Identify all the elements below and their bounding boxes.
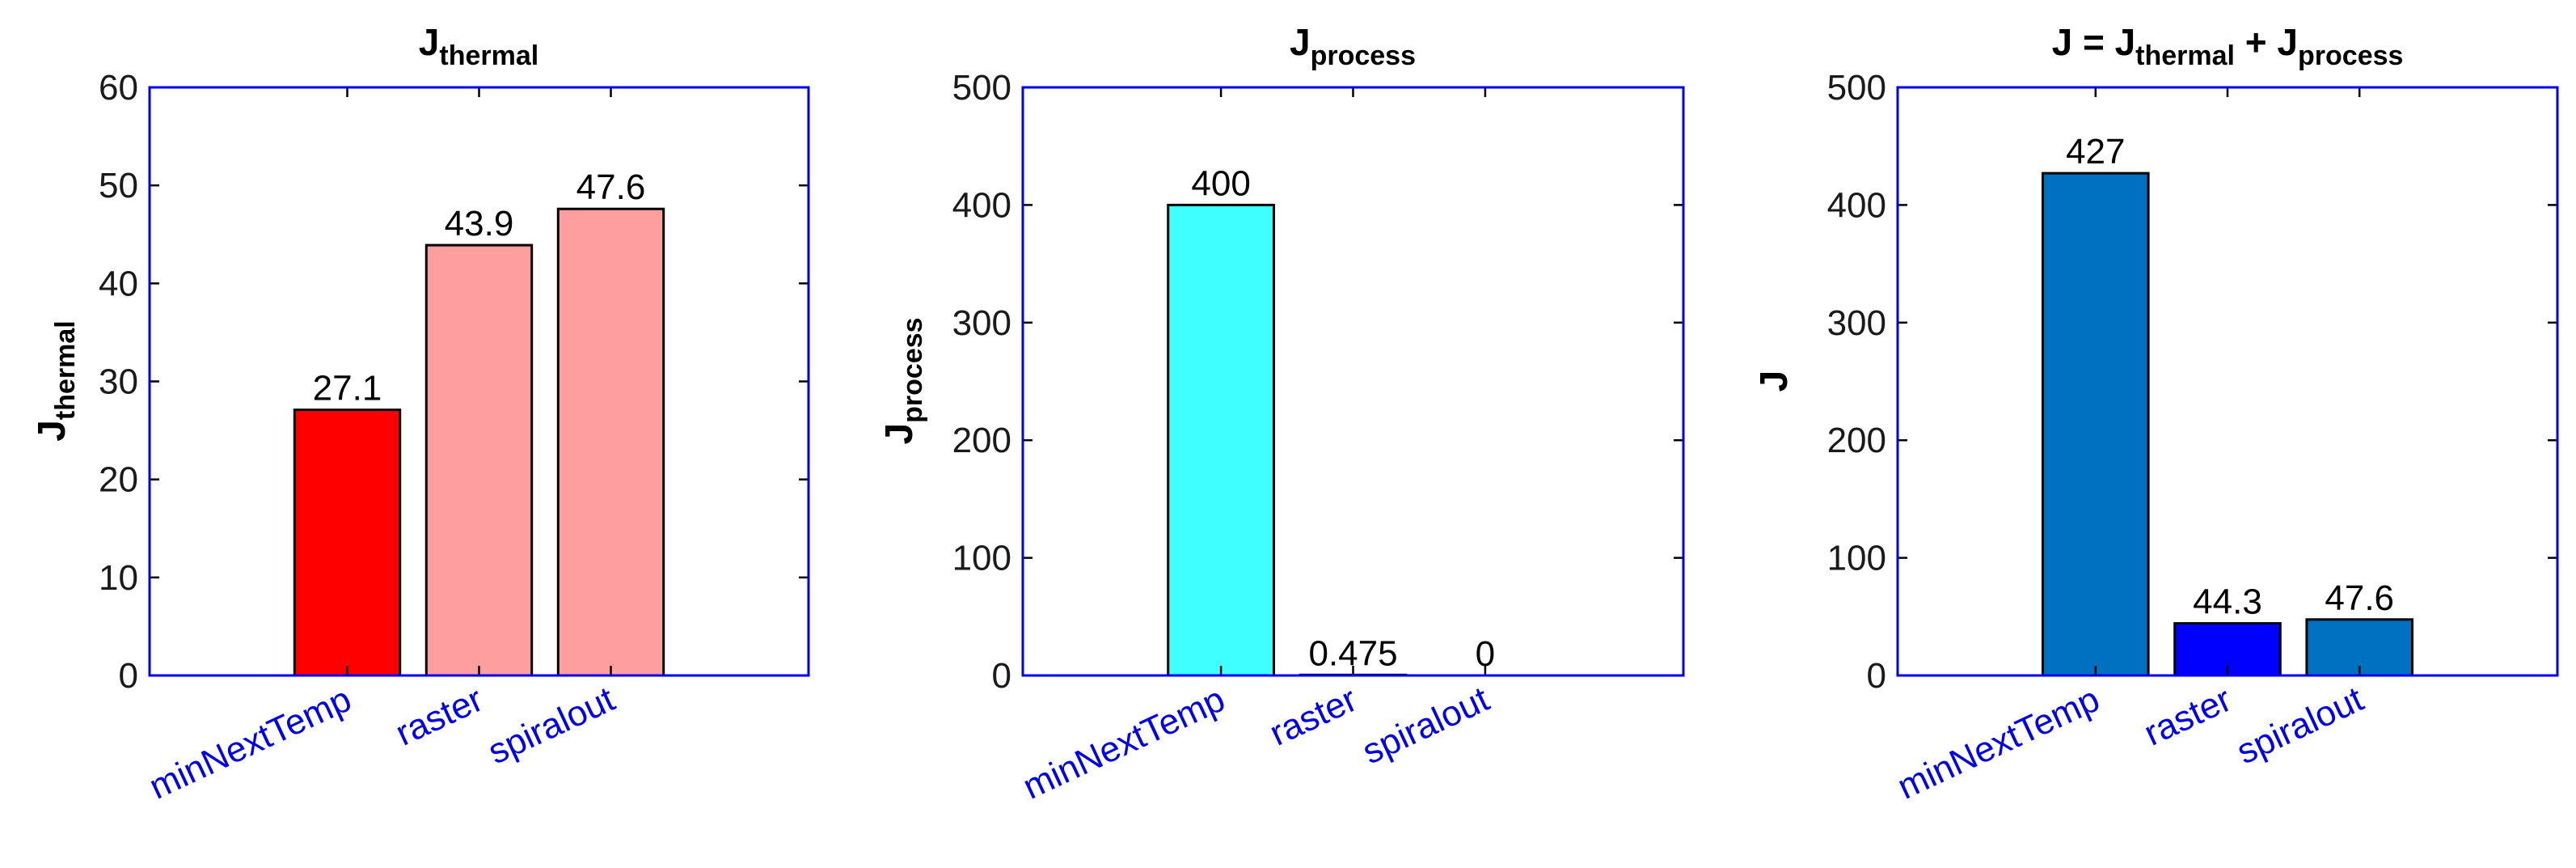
y-tick-label: 60 xyxy=(99,68,138,108)
chart-title: J = Jthermal + Jprocess xyxy=(2052,21,2404,71)
y-tick-label: 500 xyxy=(952,68,1011,108)
data-label: 47.6 xyxy=(576,167,646,207)
category-label: minNextTemp xyxy=(1017,680,1231,807)
y-tick-label: 30 xyxy=(99,362,138,402)
category-label: spiralout xyxy=(2231,680,2369,773)
bar xyxy=(293,409,402,677)
category-label: spiralout xyxy=(1357,680,1495,773)
y-tick-label: 500 xyxy=(1827,68,1886,108)
y-tick-label: 100 xyxy=(1827,539,1886,578)
data-label: 47.6 xyxy=(2325,578,2394,618)
category-label: raster xyxy=(390,680,489,754)
bar xyxy=(424,243,534,677)
y-tick-label: 300 xyxy=(1827,303,1886,343)
y-axis-label: J xyxy=(1753,370,1796,392)
y-axis-label: Jthermal xyxy=(31,320,81,442)
data-label: 44.3 xyxy=(2193,582,2262,622)
data-label: 427 xyxy=(2066,132,2125,171)
bar xyxy=(2042,171,2150,677)
y-axis-label: Jprocess xyxy=(878,317,928,444)
y-tick-label: 0 xyxy=(119,656,138,696)
axes-box xyxy=(148,86,810,677)
y-tick-label: 0 xyxy=(992,656,1011,696)
category-label: raster xyxy=(2139,680,2238,754)
data-label: 400 xyxy=(1191,163,1250,203)
y-ticks: 0 100 200 300 400 500 minNextTemp rasterspiralo… xyxy=(1827,68,2557,807)
bar xyxy=(556,207,665,677)
axes-box xyxy=(1021,86,1685,677)
y-tick-label: 200 xyxy=(952,421,1011,460)
y-tick-label: 300 xyxy=(952,303,1011,343)
axes-box xyxy=(1896,86,2559,677)
category-label: spiralout xyxy=(482,680,620,773)
panel-j-thermal: Jthermal Jthermal 27.1 43.9 47.6 0 10 20 30 40… xyxy=(31,21,810,807)
y-ticks: 0 100 200 300 400 500 minNextTemp rasterspiralo… xyxy=(952,68,1683,807)
y-tick-label: 10 xyxy=(99,558,138,598)
chart-title: Jthermal xyxy=(419,21,538,71)
category-label: minNextTemp xyxy=(1892,680,2105,807)
y-tick-label: 100 xyxy=(952,539,1011,578)
bar-group: 427 44.3 47.6 xyxy=(2042,132,2413,677)
y-tick-label: 0 xyxy=(1867,656,1886,696)
y-tick-label: 200 xyxy=(1827,421,1886,460)
data-label: 43.9 xyxy=(445,204,514,243)
category-label: raster xyxy=(1264,680,1363,754)
data-label: 27.1 xyxy=(313,369,382,409)
category-label: minNextTemp xyxy=(143,680,357,807)
y-tick-label: 400 xyxy=(952,185,1011,225)
y-tick-label: 50 xyxy=(99,166,138,205)
y-tick-label: 40 xyxy=(99,264,138,303)
bar-group: 27.1 43.9 47.6 xyxy=(293,167,665,677)
chart-title: Jprocess xyxy=(1290,21,1416,71)
panel-j-total: J = Jthermal + Jprocess J 427 44.3 47.6 0 1… xyxy=(1753,21,2559,807)
bar xyxy=(1167,203,1275,677)
y-tick-label: 20 xyxy=(99,460,138,500)
y-tick-label: 400 xyxy=(1827,185,1886,225)
